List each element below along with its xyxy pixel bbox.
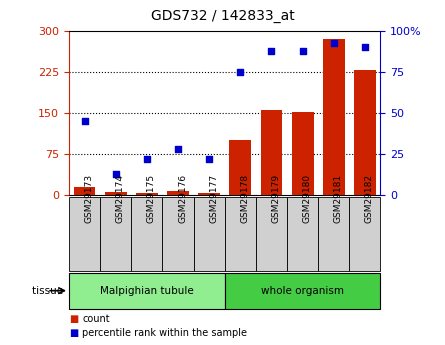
Text: GSM29173: GSM29173 [85, 174, 93, 224]
Point [299, 48, 306, 53]
Point [330, 40, 337, 45]
Bar [69, 273, 225, 309]
Bar [74, 187, 95, 195]
Text: GSM29174: GSM29174 [116, 174, 125, 223]
Point [268, 48, 275, 53]
Bar [256, 197, 287, 271]
Text: GSM29175: GSM29175 [147, 174, 156, 224]
Point [237, 69, 244, 75]
Text: GSM29177: GSM29177 [209, 174, 218, 224]
Text: percentile rank within the sample: percentile rank within the sample [82, 328, 247, 338]
Bar [136, 193, 158, 195]
Bar [69, 197, 100, 271]
Point [81, 118, 88, 124]
Point [361, 45, 368, 50]
Bar [354, 70, 376, 195]
Text: GSM29178: GSM29178 [240, 174, 249, 224]
Text: GSM29176: GSM29176 [178, 174, 187, 224]
Text: GSM29180: GSM29180 [303, 174, 312, 224]
Text: whole organism: whole organism [261, 286, 344, 296]
Bar [323, 39, 345, 195]
Bar [287, 197, 318, 271]
Bar [225, 197, 256, 271]
Bar [225, 273, 380, 309]
Text: Malpighian tubule: Malpighian tubule [100, 286, 194, 296]
Bar [167, 190, 189, 195]
Text: ■: ■ [69, 328, 78, 338]
Bar [194, 197, 225, 271]
Bar [131, 197, 162, 271]
Bar [230, 140, 251, 195]
Bar [162, 197, 194, 271]
Point [174, 146, 182, 152]
Bar [318, 197, 349, 271]
Text: tissue: tissue [32, 286, 67, 296]
Point [143, 156, 150, 161]
Bar [349, 197, 380, 271]
Text: GSM29181: GSM29181 [334, 174, 343, 224]
Bar [292, 112, 314, 195]
Point [112, 171, 119, 176]
Text: count: count [82, 314, 110, 324]
Bar [105, 192, 127, 195]
Bar [261, 110, 283, 195]
Text: GSM29179: GSM29179 [271, 174, 280, 224]
Text: GDS732 / 142833_at: GDS732 / 142833_at [150, 9, 295, 23]
Point [206, 156, 213, 161]
Text: GSM29182: GSM29182 [365, 174, 374, 223]
Bar [198, 193, 220, 195]
Text: ■: ■ [69, 314, 78, 324]
Bar [100, 197, 131, 271]
